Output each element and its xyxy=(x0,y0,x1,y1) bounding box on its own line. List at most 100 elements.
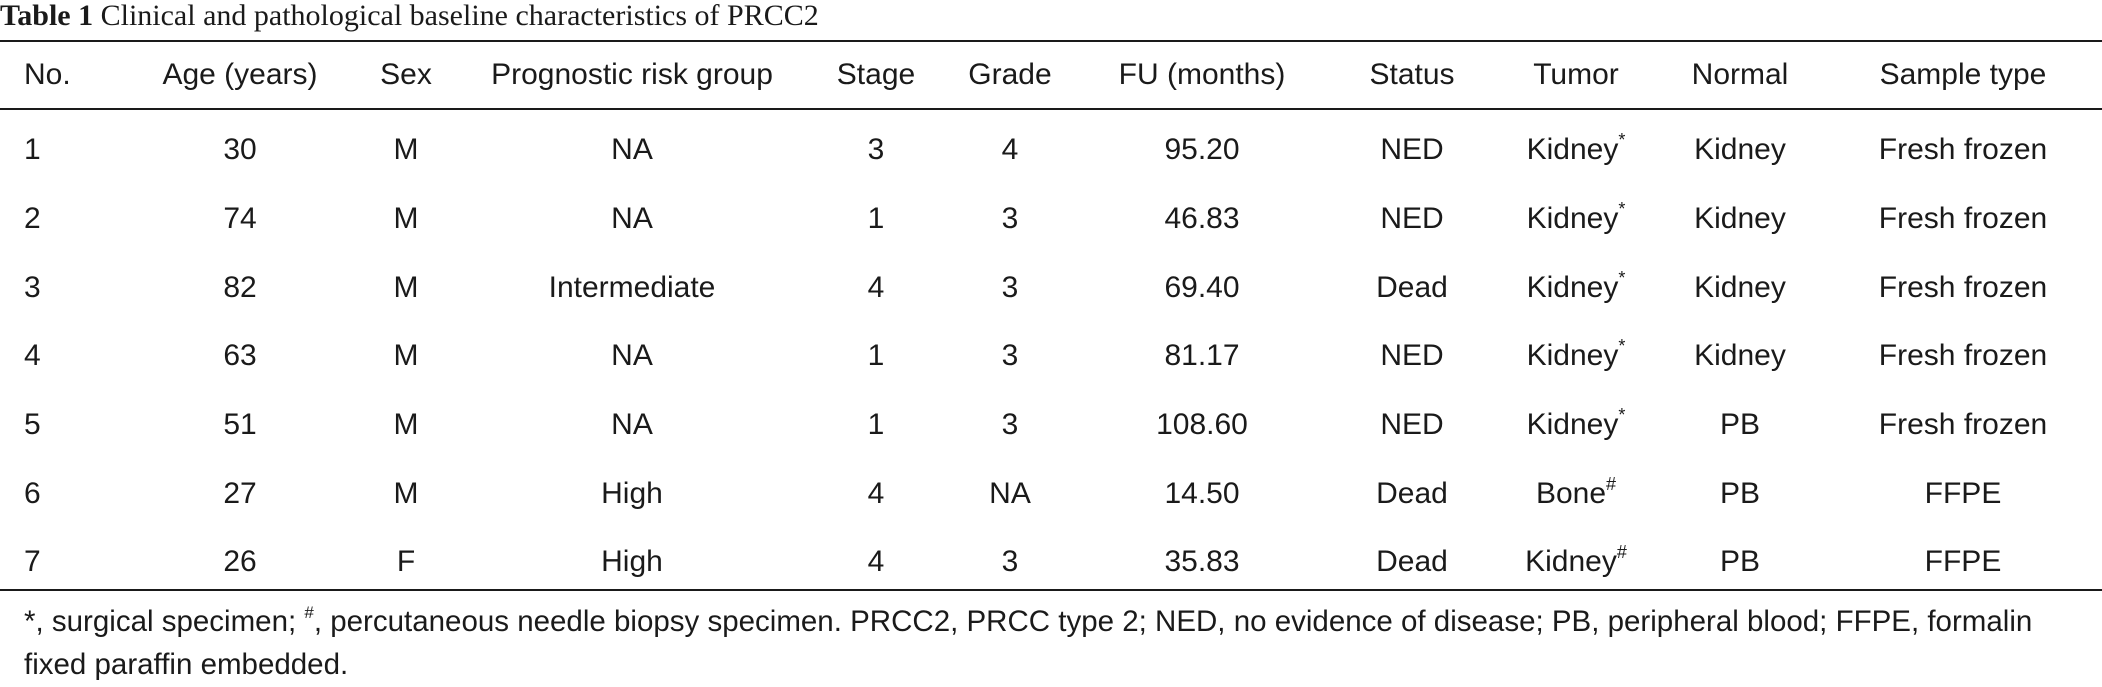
cell-risk-group: NA xyxy=(611,339,653,373)
cell-normal: PB xyxy=(1719,476,1761,510)
cell-stage: 4 xyxy=(867,476,885,510)
cell-tumor: Bone# xyxy=(1496,459,1656,528)
cell-sample-type: Fresh frozen xyxy=(1878,408,2048,442)
cell-risk-group: NA xyxy=(611,408,653,442)
tumor-site: Kidney xyxy=(1525,545,1617,579)
column-header-sample-type: Sample type xyxy=(1879,58,2047,91)
bottom-rule xyxy=(0,589,2102,591)
column-header-tumor: Tumor xyxy=(1533,58,1619,91)
footnote-text-surgical: , surgical specimen; xyxy=(35,605,305,638)
cell-grade: 3 xyxy=(1001,270,1019,304)
table-row: 4 63 M NA 1 3 81.17 NED Kidney* Kidney F… xyxy=(0,322,2102,391)
table-row: 6 27 M High 4 NA 14.50 Dead Bone# PB FFP… xyxy=(0,459,2102,528)
cell-stage: 4 xyxy=(867,270,885,304)
cell-fu: 95.20 xyxy=(1164,133,1240,167)
cell-sex: M xyxy=(393,339,419,373)
cell-no: 3 xyxy=(24,270,41,304)
cell-status: NED xyxy=(1380,202,1444,236)
cell-status: Dead xyxy=(1376,270,1448,304)
cell-stage: 4 xyxy=(867,545,885,579)
cell-risk-group: Intermediate xyxy=(548,270,716,304)
table-caption-label: Table 1 xyxy=(0,0,94,32)
tumor-site: Kidney xyxy=(1526,339,1619,373)
cell-sample-type: Fresh frozen xyxy=(1878,133,2048,167)
cell-fu: 46.83 xyxy=(1164,202,1240,236)
cell-age: 74 xyxy=(223,202,257,236)
cell-stage: 1 xyxy=(867,202,885,236)
cell-no: 6 xyxy=(24,476,41,510)
column-header-age: Age (years) xyxy=(162,58,318,91)
cell-sample-type: Fresh frozen xyxy=(1878,202,2048,236)
cell-fu: 35.83 xyxy=(1164,545,1240,579)
cell-status: NED xyxy=(1380,408,1444,442)
cell-sample-type: Fresh frozen xyxy=(1878,270,2048,304)
table-row: 2 74 M NA 1 3 46.83 NED Kidney* Kidney F… xyxy=(0,185,2102,254)
cell-age: 27 xyxy=(223,476,257,510)
table-row: 3 82 M Intermediate 4 3 69.40 Dead Kidne… xyxy=(0,253,2102,322)
cell-stage: 1 xyxy=(867,339,885,373)
cell-no: 7 xyxy=(24,545,41,579)
column-header-fu: FU (months) xyxy=(1118,58,1286,91)
header-rule xyxy=(0,108,2102,110)
cell-risk-group: NA xyxy=(611,133,653,167)
cell-tumor: Kidney# xyxy=(1496,528,1656,597)
cell-tumor: Kidney* xyxy=(1496,185,1656,254)
top-rule xyxy=(0,40,2102,42)
tumor-site: Bone xyxy=(1535,476,1607,510)
cell-age: 82 xyxy=(223,270,257,304)
table-row: 7 26 F High 4 3 35.83 Dead Kidney# PB FF… xyxy=(0,528,2102,597)
cell-status: Dead xyxy=(1376,545,1448,579)
cell-no: 4 xyxy=(24,339,41,373)
table-row: 1 30 M NA 3 4 95.20 NED Kidney* Kidney F… xyxy=(0,116,2102,185)
cell-sex: M xyxy=(393,202,419,236)
cell-tumor: Kidney* xyxy=(1496,391,1656,460)
tumor-site: Kidney xyxy=(1526,133,1619,167)
column-header-no: No. xyxy=(24,58,71,91)
footnote-mark-surgical: * xyxy=(24,605,36,638)
cell-normal: Kidney xyxy=(1694,339,1786,373)
table-caption: Table 1 Clinical and pathological baseli… xyxy=(0,0,819,38)
cell-tumor: Kidney* xyxy=(1496,116,1656,185)
cell-age: 30 xyxy=(223,133,257,167)
tumor-site: Kidney xyxy=(1526,270,1619,304)
footnote-mark-biopsy: # xyxy=(304,603,314,623)
cell-fu: 69.40 xyxy=(1164,270,1240,304)
cell-fu: 14.50 xyxy=(1164,476,1240,510)
cell-status: NED xyxy=(1380,133,1444,167)
cell-stage: 1 xyxy=(867,408,885,442)
cell-grade: NA xyxy=(989,476,1031,510)
cell-sex: M xyxy=(393,476,419,510)
tumor-footnote-mark: # xyxy=(1606,473,1617,494)
cell-sex: M xyxy=(393,408,419,442)
cell-normal: Kidney xyxy=(1694,270,1786,304)
cell-grade: 3 xyxy=(1001,339,1019,373)
cell-sex: F xyxy=(396,545,416,579)
column-header-stage: Stage xyxy=(836,58,916,91)
cell-normal: Kidney xyxy=(1694,133,1786,167)
footnote-text-biopsy: , percutaneous needle biopsy specimen. P… xyxy=(24,605,2033,681)
column-header-sex: Sex xyxy=(380,58,432,91)
cell-fu: 81.17 xyxy=(1164,339,1240,373)
tumor-footnote-mark: # xyxy=(1616,542,1627,563)
cell-stage: 3 xyxy=(867,133,885,167)
cell-normal: Kidney xyxy=(1694,202,1786,236)
table-footnote: *, surgical specimen; #, percutaneous ne… xyxy=(24,600,2094,686)
cell-grade: 3 xyxy=(1001,202,1019,236)
cell-risk-group: High xyxy=(601,476,663,510)
tumor-site: Kidney xyxy=(1526,408,1619,442)
tumor-footnote-mark: * xyxy=(1618,405,1626,426)
cell-sex: M xyxy=(393,133,419,167)
characteristics-table: No. Age (years) Sex Prognostic risk grou… xyxy=(0,42,2102,597)
tumor-footnote-mark: * xyxy=(1618,336,1626,357)
cell-grade: 3 xyxy=(1001,545,1019,579)
tumor-footnote-mark: * xyxy=(1618,267,1626,288)
cell-fu: 108.60 xyxy=(1156,408,1248,442)
cell-sample-type: FFPE xyxy=(1924,545,2002,579)
cell-no: 2 xyxy=(24,202,41,236)
column-header-risk-group: Prognostic risk group xyxy=(491,58,773,91)
tumor-site: Kidney xyxy=(1526,202,1619,236)
table-row: 5 51 M NA 1 3 108.60 NED Kidney* PB Fres… xyxy=(0,391,2102,460)
cell-tumor: Kidney* xyxy=(1496,322,1656,391)
header-row: No. Age (years) Sex Prognostic risk grou… xyxy=(0,42,2102,108)
cell-age: 63 xyxy=(223,339,257,373)
